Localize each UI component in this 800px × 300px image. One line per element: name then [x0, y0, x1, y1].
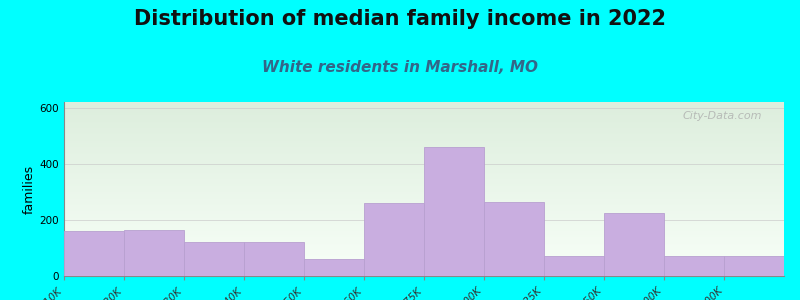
- Bar: [544, 256, 604, 276]
- Bar: [184, 242, 244, 276]
- Bar: [724, 256, 784, 276]
- Bar: [304, 259, 364, 276]
- Y-axis label: families: families: [22, 164, 35, 214]
- Bar: [64, 231, 124, 276]
- Bar: [244, 242, 304, 276]
- Text: White residents in Marshall, MO: White residents in Marshall, MO: [262, 60, 538, 75]
- Text: City-Data.com: City-Data.com: [683, 111, 762, 121]
- Bar: [484, 202, 544, 276]
- Bar: [664, 256, 724, 276]
- Bar: [124, 230, 184, 276]
- Bar: [604, 213, 664, 276]
- Bar: [424, 147, 484, 276]
- Text: Distribution of median family income in 2022: Distribution of median family income in …: [134, 9, 666, 29]
- Bar: [364, 203, 424, 276]
